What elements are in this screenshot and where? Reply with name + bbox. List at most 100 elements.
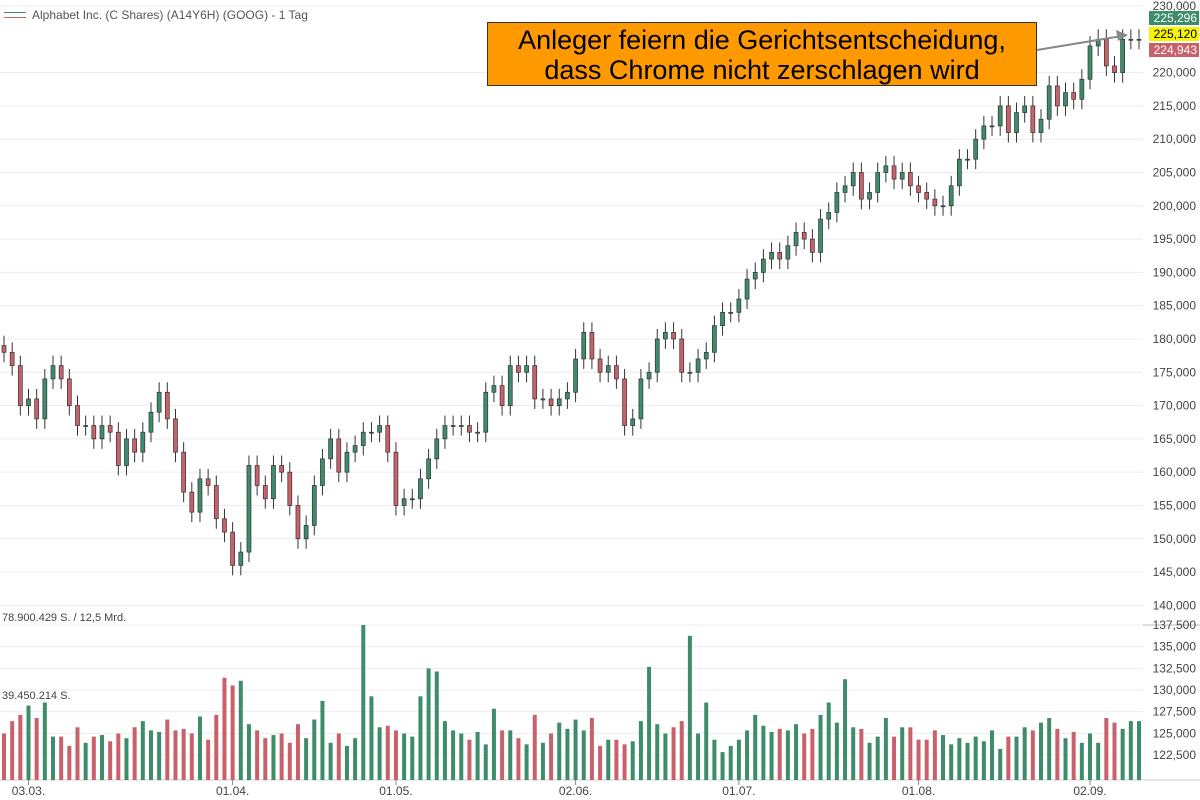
volume-bar bbox=[385, 725, 390, 780]
volume-bar bbox=[932, 730, 937, 780]
volume-bar bbox=[197, 716, 202, 780]
candle-body bbox=[34, 398, 40, 420]
candle-body bbox=[850, 172, 856, 187]
price-tick-label: 180,000 bbox=[1153, 332, 1197, 346]
price-label-low: 224,943 bbox=[1149, 43, 1199, 57]
volume-bar bbox=[2, 733, 6, 780]
volume-bar bbox=[116, 733, 121, 780]
volume-bar bbox=[189, 733, 194, 780]
volume-bar bbox=[50, 736, 55, 780]
price-tick-label: 140,000 bbox=[1153, 598, 1197, 612]
volume-bar bbox=[1014, 736, 1019, 780]
volume-bar bbox=[83, 742, 88, 780]
volume-bar bbox=[867, 742, 872, 780]
volume-bar bbox=[949, 744, 954, 780]
candle-body bbox=[932, 198, 938, 207]
candle-body bbox=[279, 465, 284, 473]
volume-bar bbox=[606, 739, 611, 780]
legend-line-icon bbox=[4, 12, 26, 18]
volume-bar bbox=[1120, 728, 1125, 780]
candle-body bbox=[499, 385, 505, 406]
candle-body bbox=[197, 478, 203, 513]
price-tick-label: 205,000 bbox=[1153, 165, 1197, 179]
volume-bar bbox=[843, 679, 848, 780]
volume-bar bbox=[214, 714, 219, 780]
candle-body bbox=[344, 451, 350, 473]
volume-bar bbox=[696, 733, 701, 780]
volume-bar bbox=[647, 666, 652, 780]
volume-bar bbox=[173, 730, 178, 780]
volume-bar bbox=[500, 730, 505, 780]
volume-bar bbox=[736, 739, 741, 780]
volume-tick-label: 137,500 bbox=[1153, 618, 1197, 632]
volume-bar bbox=[336, 733, 341, 780]
chart-title: Alphabet Inc. (C Shares) (A14Y6H) (GOOG)… bbox=[32, 8, 308, 22]
candle-body bbox=[418, 478, 423, 500]
candle-body bbox=[132, 438, 137, 453]
volume-bar bbox=[320, 700, 325, 780]
candle-body bbox=[883, 165, 889, 173]
candle-body bbox=[507, 365, 513, 406]
volume-bar bbox=[1030, 730, 1035, 780]
candle-body bbox=[189, 491, 195, 513]
x-tick-label: 03.03. bbox=[12, 784, 45, 798]
volume-bar bbox=[679, 721, 684, 780]
price-tick-label: 175,000 bbox=[1153, 365, 1197, 379]
candle-body bbox=[948, 185, 954, 207]
volume-bar bbox=[483, 744, 488, 780]
candle-body bbox=[973, 138, 979, 160]
candle-body bbox=[181, 451, 186, 493]
volume-bar bbox=[222, 677, 227, 780]
price-tick-label: 155,000 bbox=[1153, 498, 1197, 512]
price-tick-label: 170,000 bbox=[1153, 399, 1197, 413]
annotation-arrowhead bbox=[1116, 30, 1128, 41]
candle-body bbox=[50, 365, 56, 380]
volume-bar bbox=[165, 719, 170, 780]
volume-bar bbox=[1022, 727, 1027, 780]
candle-body bbox=[1022, 105, 1028, 113]
candle-body bbox=[1103, 38, 1109, 67]
volume-tick-label: 125,000 bbox=[1153, 726, 1197, 740]
candle-body bbox=[17, 365, 23, 406]
candle-body bbox=[834, 192, 840, 213]
volume-bar bbox=[442, 721, 447, 780]
volume-bar bbox=[206, 739, 211, 780]
price-tick-label: 165,000 bbox=[1153, 432, 1197, 446]
candle-body bbox=[58, 365, 64, 380]
volume-bar bbox=[1079, 742, 1084, 780]
volume-bar bbox=[451, 730, 456, 780]
candle-body bbox=[450, 425, 456, 427]
candle-body bbox=[1014, 112, 1019, 133]
volume-bar bbox=[941, 735, 946, 780]
candle-body bbox=[997, 105, 1003, 127]
candle-body bbox=[287, 471, 293, 506]
volume-bar bbox=[1071, 731, 1076, 780]
candle-body bbox=[83, 425, 89, 427]
candle-body bbox=[1, 345, 7, 353]
volume-bar bbox=[304, 738, 309, 780]
news-annotation: Anleger feiern die Gerichtsentscheidung,… bbox=[487, 22, 1037, 86]
volume-bar bbox=[353, 738, 358, 780]
volume-bar bbox=[508, 730, 513, 780]
volume-bar bbox=[598, 745, 603, 780]
price-tick-label: 230,000 bbox=[1153, 0, 1197, 13]
volume-bar bbox=[630, 741, 635, 780]
candle-body bbox=[842, 185, 848, 193]
volume-bar bbox=[761, 725, 766, 780]
price-tick-label: 185,000 bbox=[1153, 299, 1197, 313]
volume-bar bbox=[957, 738, 962, 780]
candle-body bbox=[467, 425, 472, 433]
volume-bar bbox=[124, 738, 129, 780]
volume-bar bbox=[524, 744, 529, 780]
volume-bar bbox=[34, 718, 39, 780]
volume-max-label: 78.900.429 S. / 12,5 Mrd. bbox=[2, 612, 127, 624]
price-tick-label: 220,000 bbox=[1153, 66, 1197, 80]
volume-bar bbox=[883, 718, 888, 780]
volume-bar bbox=[67, 745, 72, 780]
volume-bar bbox=[516, 738, 521, 780]
annotation-arrow bbox=[1036, 35, 1123, 51]
price-tick-label: 150,000 bbox=[1153, 532, 1197, 546]
volume-bar bbox=[459, 733, 464, 780]
volume-bar bbox=[410, 736, 415, 780]
x-tick-label: 01.04. bbox=[216, 784, 249, 798]
